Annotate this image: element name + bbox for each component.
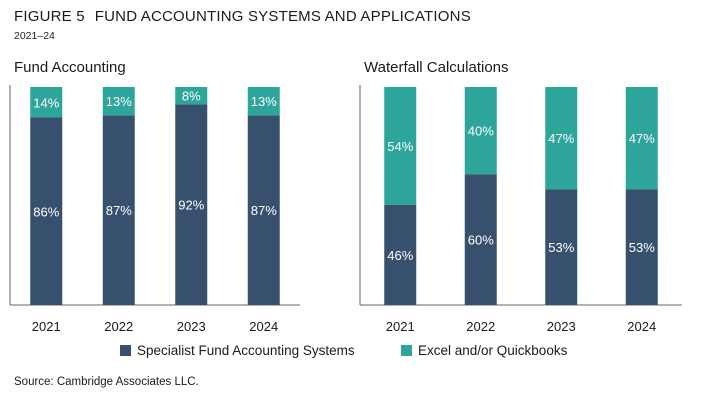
right-data-label-specialist-2023: 53% [548,240,574,255]
legend-swatch-specialist [120,345,131,356]
right-bar-excel-2023 [545,87,578,190]
figure-subtitle: 2021–24 [14,30,55,42]
right-data-label-specialist-2024: 53% [629,240,655,255]
right-bar-specialist-2021 [384,204,417,305]
right-bar-excel-2022 [464,87,497,175]
left-bar-excel-2023 [175,87,208,105]
legend-item-specialist: Specialist Fund Accounting Systems [120,343,355,358]
left-bar-excel-2024 [247,87,280,116]
left-bar-specialist-2022 [102,115,135,305]
legend-label-specialist: Specialist Fund Accounting Systems [137,343,355,358]
right-data-label-excel-2021: 54% [387,139,413,154]
left-data-label-excel-2021: 14% [33,95,59,110]
left-data-label-specialist-2021: 86% [33,204,59,219]
right-bar-specialist-2024 [625,189,658,305]
figure-label: FIGURE 5 [14,8,85,25]
right-x-tick-label-2022: 2022 [466,319,495,334]
left-bar-specialist-2024 [247,115,280,305]
left-bar-specialist-2021 [30,117,63,306]
right-bar-specialist-2022 [464,174,497,305]
left-x-tick-label-2023: 2023 [177,319,206,334]
right-bar-specialist-2023 [545,189,578,305]
right-data-label-excel-2024: 47% [629,131,655,146]
right-data-label-specialist-2021: 46% [387,248,413,263]
right-data-label-excel-2023: 47% [548,131,574,146]
right-data-label-specialist-2022: 60% [468,233,494,248]
right-data-label-excel-2022: 40% [468,124,494,139]
left-bar-excel-2021 [30,87,63,118]
figure-title-text: FUND ACCOUNTING SYSTEMS AND APPLICATIONS [94,8,471,25]
left-bar-excel-2022 [102,87,135,116]
left-x-tick-label-2021: 2021 [32,319,61,334]
right-bar-excel-2021 [384,87,417,205]
left-data-label-excel-2022: 13% [106,94,132,109]
left-data-label-specialist-2023: 92% [178,198,204,213]
right-x-tick-label-2023: 2023 [547,319,576,334]
figure-title: FIGURE 5 FUND ACCOUNTING SYSTEMS AND APPL… [14,8,471,25]
right-x-tick-label-2021: 2021 [386,319,415,334]
left-data-label-excel-2023: 8% [182,89,201,104]
left-bar-specialist-2023 [175,104,208,305]
left-chart-title: Fund Accounting [14,59,126,76]
left-x-tick-label-2024: 2024 [249,319,278,334]
legend-swatch-excel [401,345,412,356]
left-x-tick-label-2022: 2022 [104,319,133,334]
left-data-label-specialist-2024: 87% [251,203,277,218]
right-bar-excel-2024 [625,87,658,190]
source-note: Source: Cambridge Associates LLC. [14,376,199,388]
legend-label-excel: Excel and/or Quickbooks [418,343,568,358]
right-chart-title: Waterfall Calculations [364,59,509,76]
right-x-tick-label-2024: 2024 [627,319,656,334]
left-data-label-specialist-2022: 87% [106,203,132,218]
legend-item-excel: Excel and/or Quickbooks [401,343,567,358]
left-data-label-excel-2024: 13% [251,94,277,109]
